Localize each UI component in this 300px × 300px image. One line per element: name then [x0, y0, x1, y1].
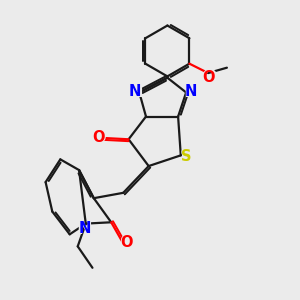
Text: O: O	[121, 235, 133, 250]
Text: O: O	[201, 68, 217, 87]
Text: O: O	[90, 128, 106, 148]
Text: N: N	[76, 219, 92, 238]
Text: O: O	[119, 233, 135, 252]
Text: N: N	[129, 84, 142, 99]
Text: S: S	[182, 149, 192, 164]
Text: N: N	[78, 221, 91, 236]
Text: O: O	[92, 130, 105, 146]
Text: N: N	[185, 84, 197, 99]
Text: O: O	[202, 70, 215, 86]
Text: N: N	[183, 82, 199, 100]
Text: N: N	[128, 82, 143, 100]
Text: S: S	[180, 147, 194, 166]
